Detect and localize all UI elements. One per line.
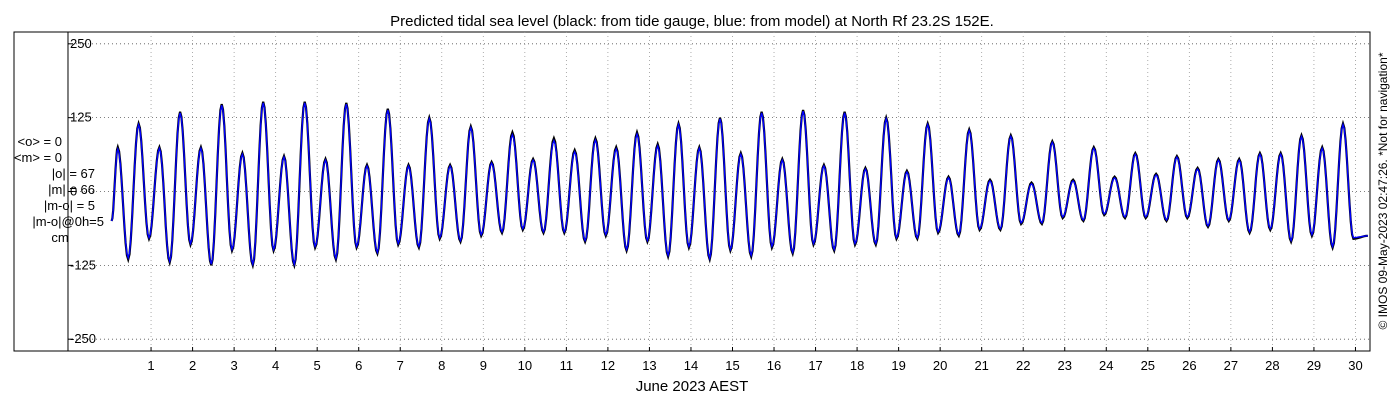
y-axis: 250 125 0 -125 -250 <box>67 32 96 351</box>
stat-abs-diff: |m-o| = 5 <box>43 198 95 213</box>
x-tick-label: 5 <box>314 358 321 373</box>
y-tick-label: 125 <box>70 110 92 125</box>
x-tick-label: 2 <box>189 358 196 373</box>
x-tick-label: 16 <box>767 358 781 373</box>
y-tick-label: 250 <box>70 36 92 51</box>
series-group <box>110 101 1368 270</box>
stat-mean-model: <m> = 0 <box>13 150 62 165</box>
x-tick-label: 26 <box>1182 358 1196 373</box>
x-tick-label: 8 <box>438 358 445 373</box>
y-tick-label: -125 <box>70 257 96 272</box>
x-tick-label: 12 <box>601 358 615 373</box>
x-tick-label: 21 <box>974 358 988 373</box>
stat-unit: cm <box>51 230 69 245</box>
x-tick-label: 13 <box>642 358 656 373</box>
x-axis: 1 2 3 4 5 6 7 8 9 10 11 12 13 14 15 16 17 18 19 20 21 22 23 24 2… <box>147 347 1363 373</box>
x-tick-label: 4 <box>272 358 279 373</box>
x-tick-label: 7 <box>397 358 404 373</box>
stat-mean-obs: <o> = 0 <box>17 134 62 149</box>
x-tick-label: 28 <box>1265 358 1279 373</box>
x-tick-label: 29 <box>1307 358 1321 373</box>
x-tick-label: 25 <box>1141 358 1155 373</box>
x-tick-label: 20 <box>933 358 947 373</box>
x-tick-label: 17 <box>808 358 822 373</box>
stat-abs-model: |m| = 66 <box>48 182 95 197</box>
x-axis-label: June 2023 AEST <box>636 378 749 395</box>
chart-title: Predicted tidal sea level (black: from t… <box>390 13 994 30</box>
x-tick-label: 10 <box>518 358 532 373</box>
y-tick-label: -250 <box>70 331 96 346</box>
x-tick-label: 19 <box>891 358 905 373</box>
stat-abs-obs: |o| = 67 <box>51 166 95 181</box>
x-tick-label: 14 <box>684 358 698 373</box>
y-tick-label: 0 <box>70 184 77 199</box>
x-tick-label: 24 <box>1099 358 1113 373</box>
x-tick-label: 30 <box>1348 358 1362 373</box>
x-tick-label: 3 <box>230 358 237 373</box>
x-tick-label: 9 <box>480 358 487 373</box>
x-tick-label: 6 <box>355 358 362 373</box>
x-tick-label: 11 <box>560 358 574 373</box>
x-tick-label: 22 <box>1016 358 1030 373</box>
stat-abs-diff-0h: |m-o|@0h=5 <box>32 214 104 229</box>
series-line-model <box>110 102 1368 267</box>
x-tick-label: 18 <box>850 358 864 373</box>
x-tick-label: 23 <box>1058 358 1072 373</box>
x-tick-label: 27 <box>1224 358 1238 373</box>
x-tick-label: 15 <box>725 358 739 373</box>
x-tick-label: 1 <box>147 358 154 373</box>
credit-text: © IMOS 09-May-2023 02:47:26. *Not for na… <box>1376 52 1390 329</box>
